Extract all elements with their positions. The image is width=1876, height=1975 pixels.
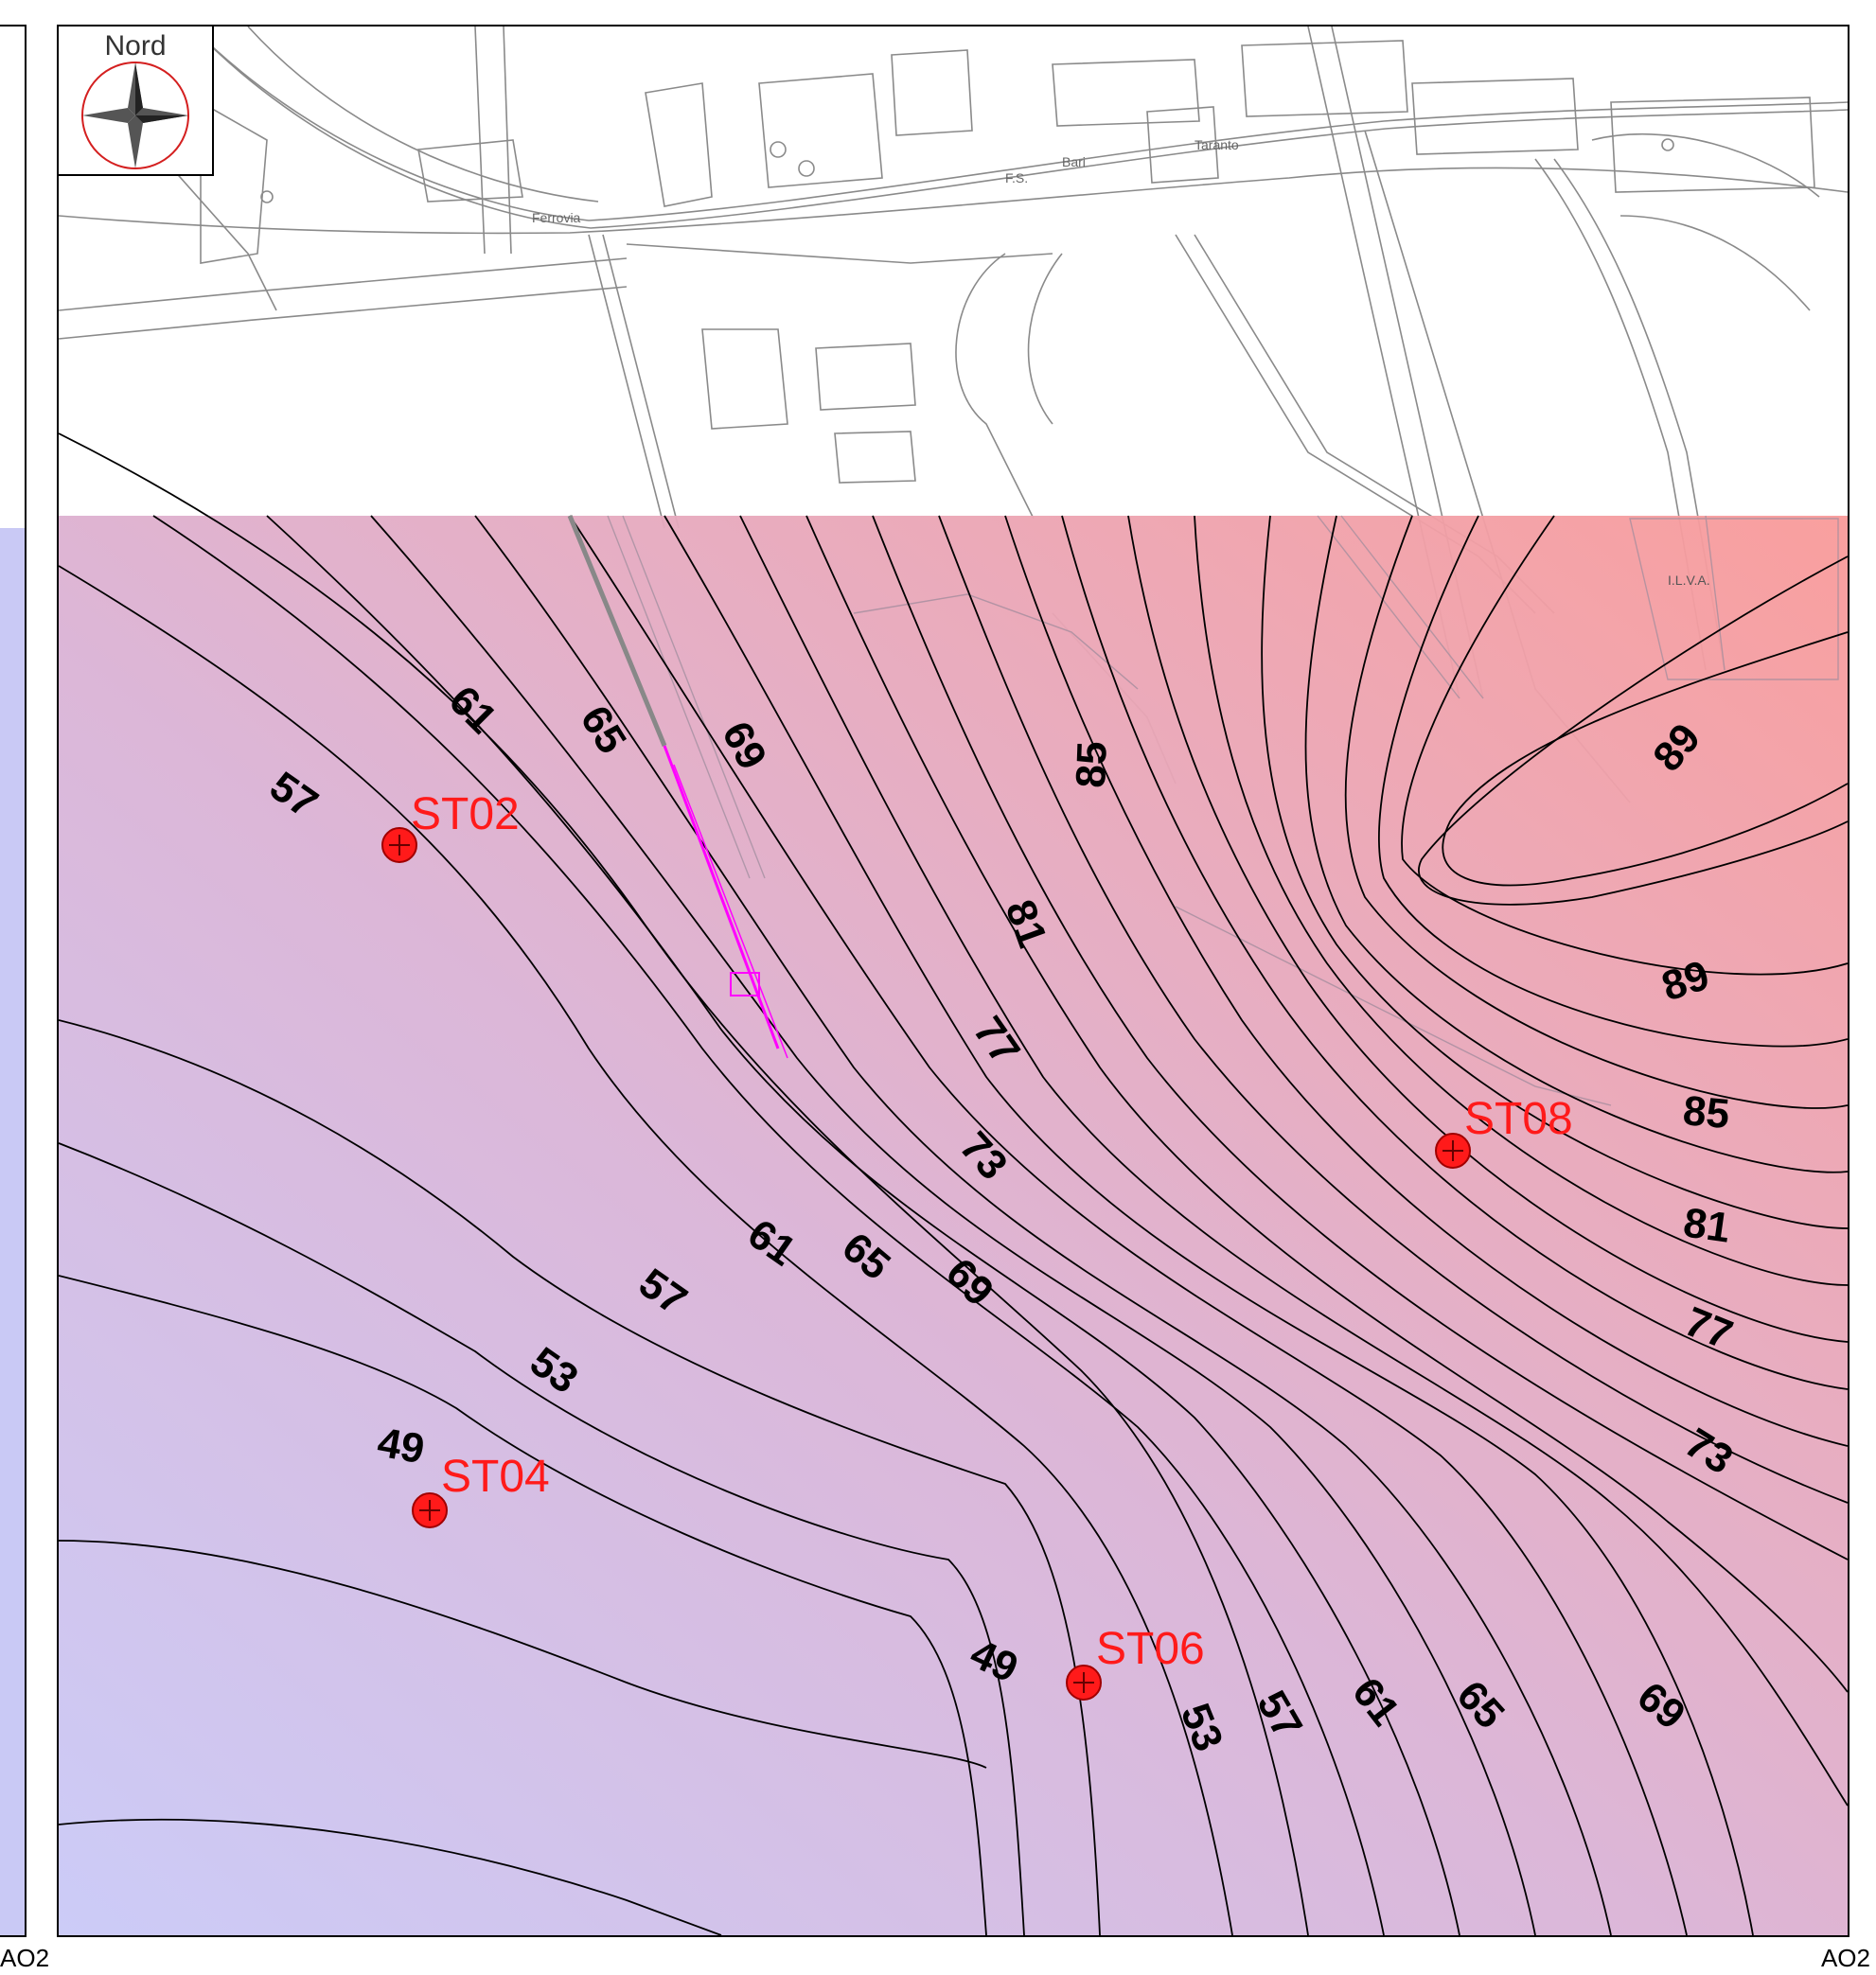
map-label-bari: Bari (1062, 154, 1086, 169)
map-label-ferrovia: Ferrovia (532, 210, 581, 225)
map-label-ilva: I.L.V.A. (1668, 573, 1710, 588)
pipeline (567, 515, 788, 1059)
adjacent-map-tint (0, 528, 25, 1935)
map-label-taranto: Taranto (1195, 137, 1239, 152)
well-label-st06: ST06 (1096, 1624, 1205, 1674)
contour-label: 49 (374, 1420, 428, 1473)
contour-label: 85 (1068, 741, 1116, 789)
well-st04[interactable]: ST04 (412, 1452, 550, 1528)
map-label-fs: F.S. (1005, 170, 1028, 185)
well-st08[interactable]: ST08 (1435, 1094, 1573, 1169)
well-label-st02: ST02 (411, 789, 520, 839)
compass-rose-icon (81, 62, 189, 169)
map-frame[interactable]: Ferrovia F.S. Bari Taranto I.L.V.A. (57, 25, 1849, 1937)
contour-lines (59, 432, 1848, 1935)
sheet-footer-left: AO2 (0, 1944, 50, 1972)
well-label-st08: ST08 (1464, 1094, 1573, 1144)
adjacent-map-panel (0, 25, 27, 1937)
contour-label: 81 (1681, 1199, 1733, 1251)
contour-color-field (59, 516, 1848, 1935)
well-st06[interactable]: ST06 (1066, 1624, 1205, 1701)
north-compass: Nord (59, 26, 214, 176)
sheet-footer-right: AO2 (1820, 1944, 1870, 1972)
well-st02[interactable]: ST02 (381, 789, 520, 863)
base-map-overlay (607, 515, 1839, 1106)
well-label-st04: ST04 (441, 1452, 550, 1502)
contour-label: 85 (1681, 1087, 1731, 1137)
map-canvas[interactable]: Ferrovia F.S. Bari Taranto I.L.V.A. (59, 26, 1848, 1935)
compass-title: Nord (104, 30, 167, 62)
